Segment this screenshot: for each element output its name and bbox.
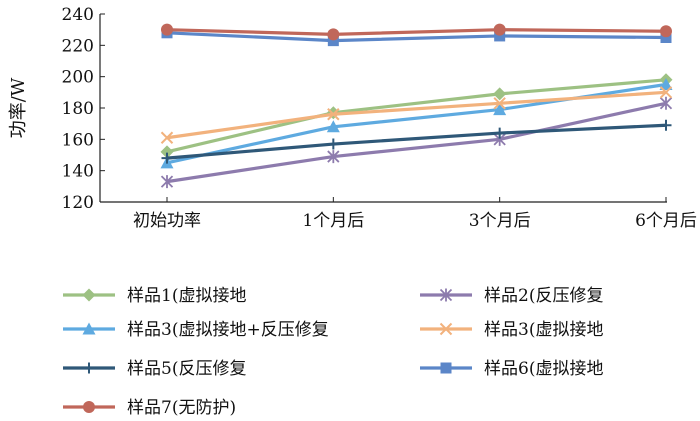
legend-label: 样品5(反压修复 (127, 359, 246, 379)
legend-label: 样品7(无防护) (127, 398, 236, 418)
y-tick-label: 200 (62, 68, 94, 88)
series-5 (161, 119, 672, 164)
legend-label: 样品3(虚拟接地+反压修复 (127, 320, 329, 340)
y-tick-label: 160 (62, 130, 94, 150)
legend-item: 样品2(反压修复 (420, 286, 603, 306)
series-4 (160, 86, 673, 144)
legend-item: 样品1(虚拟接地 (63, 286, 246, 306)
legend-label: 样品6(虚拟接地 (484, 359, 603, 379)
legend-marker (82, 288, 96, 302)
legend-marker (83, 401, 95, 413)
series-layer (160, 23, 673, 189)
y-tick-label: 220 (62, 36, 94, 56)
y-tick-label: 180 (62, 99, 94, 119)
legend-marker (439, 288, 453, 302)
data-point (326, 120, 340, 133)
data-point (160, 131, 174, 144)
data-point (659, 78, 673, 90)
series-line (166, 90, 667, 140)
legend-marker (439, 322, 453, 336)
axes: 120 140 160 180 200 220 240 初始功率 1个月后 3个月后 6个月后 功率/… (8, 5, 697, 231)
series-1 (160, 73, 673, 159)
legend-marker (82, 322, 96, 335)
data-point (327, 28, 340, 41)
data-point (493, 23, 506, 36)
x-tick-label: 3个月后 (469, 211, 531, 231)
legend-label: 样品3(虚拟接地 (484, 320, 603, 340)
legend-label: 样品1(虚拟接地 (127, 286, 246, 306)
data-point (494, 127, 506, 139)
data-point (327, 138, 339, 150)
x-tick-label: 初始功率 (133, 211, 201, 231)
data-point (659, 96, 673, 110)
data-point (660, 32, 672, 43)
data-point (659, 86, 673, 99)
y-tick-label: 240 (62, 5, 94, 25)
series-3 (160, 78, 673, 169)
data-point (161, 23, 173, 36)
data-point (660, 119, 672, 131)
data-point (493, 87, 507, 101)
data-point (660, 25, 672, 38)
data-point (494, 30, 506, 42)
data-point (327, 108, 340, 121)
legend-item: 样品6(虚拟接地 (420, 359, 603, 379)
legend-item: 样品3(虚拟接地 (420, 320, 603, 340)
legend-label: 样品2(反压修复 (484, 286, 603, 306)
legend-item: 样品7(无防护) (63, 398, 236, 418)
data-point (160, 175, 174, 189)
y-tick-label: 120 (62, 193, 94, 213)
series-7 (161, 23, 672, 41)
series-line (166, 31, 667, 43)
legend-item: 样品5(反压修复 (63, 359, 246, 379)
data-point (327, 35, 339, 47)
series-line (166, 78, 667, 154)
data-point (493, 97, 506, 110)
legend-marker (440, 362, 452, 374)
legend-marker (83, 362, 95, 374)
series-line (166, 123, 667, 160)
x-tick-label: 1个月后 (302, 211, 364, 231)
y-axis-title: 功率/W (8, 77, 29, 138)
y-tick-label: 140 (62, 162, 94, 182)
series-2 (160, 96, 673, 189)
data-point (493, 103, 507, 116)
x-tick-label: 6个月后 (635, 211, 697, 231)
data-point (161, 152, 173, 164)
data-point (327, 150, 340, 164)
data-point (160, 145, 174, 159)
legend-item: 样品3(虚拟接地+反压修复 (63, 320, 329, 340)
series-line (166, 28, 667, 36)
series-line (166, 101, 667, 184)
